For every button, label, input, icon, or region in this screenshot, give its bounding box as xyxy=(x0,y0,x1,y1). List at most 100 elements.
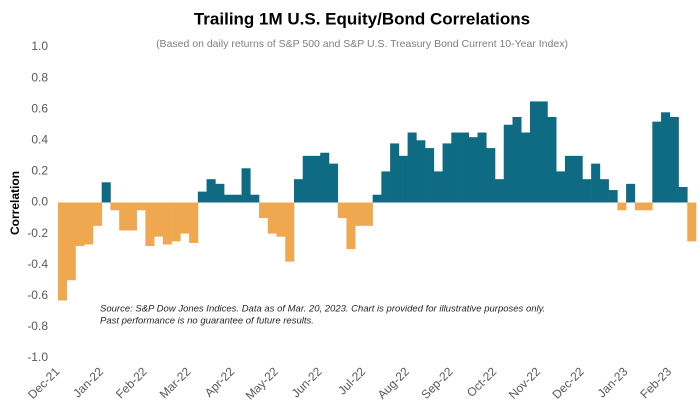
area-segment xyxy=(678,186,688,203)
y-tick-label: 1.0 xyxy=(31,39,48,53)
area-segment xyxy=(328,163,338,203)
area-segment xyxy=(197,191,207,203)
area-segment xyxy=(564,155,574,203)
area-segment xyxy=(381,171,391,203)
y-axis-label: Correlation xyxy=(8,171,22,235)
area-segment xyxy=(451,132,461,203)
area-segment xyxy=(127,202,137,231)
x-tick-label: Sep-22 xyxy=(418,364,455,401)
area-segment xyxy=(162,202,172,245)
area-segment xyxy=(250,194,260,203)
area-segment xyxy=(547,116,557,203)
area-segment xyxy=(652,121,662,203)
area-segment xyxy=(259,202,269,219)
x-tick-label: Jul-22 xyxy=(335,364,368,397)
area-segment xyxy=(119,202,129,231)
area-segment xyxy=(171,202,181,242)
x-tick-label: May-22 xyxy=(243,364,281,402)
area-segment xyxy=(154,202,164,237)
y-tick-label: -0.2 xyxy=(27,226,48,240)
area-segment xyxy=(626,183,636,203)
area-segment xyxy=(433,171,443,203)
area-segment xyxy=(468,137,478,203)
area-segment xyxy=(538,101,548,203)
area-segment xyxy=(285,202,295,262)
area-segment xyxy=(477,132,487,203)
x-tick-label: Dec-21 xyxy=(25,364,62,401)
area-segment xyxy=(75,202,85,247)
area-segment xyxy=(687,202,697,242)
y-tick-label: 0.6 xyxy=(31,101,48,115)
area-segment xyxy=(293,179,304,203)
x-tick-label: Apr-22 xyxy=(202,364,238,400)
area-segment xyxy=(224,194,234,203)
area-segment xyxy=(241,168,251,203)
area-segment xyxy=(311,155,321,203)
area-segment xyxy=(92,202,102,226)
area-segment xyxy=(346,202,356,250)
x-tick-label: Jan-22 xyxy=(70,364,106,400)
area-segment xyxy=(136,202,146,211)
area-segment xyxy=(512,116,522,203)
area-segment xyxy=(442,143,452,203)
area-segment xyxy=(416,140,426,203)
area-segment xyxy=(573,155,583,203)
area-segment xyxy=(320,152,330,203)
x-tick-label: Aug-22 xyxy=(375,364,412,401)
area-segment xyxy=(495,179,505,203)
area-segment xyxy=(189,202,199,243)
x-tick-label: Oct-22 xyxy=(464,364,500,400)
area-segment xyxy=(58,202,68,301)
area-segment xyxy=(101,182,111,203)
area-segment xyxy=(302,155,312,203)
area-segment xyxy=(110,202,120,211)
area-segment xyxy=(634,202,644,211)
area-segment xyxy=(355,202,365,226)
x-tick-label: Nov-22 xyxy=(506,364,543,401)
area-segment xyxy=(643,202,653,211)
x-tick-label: Jun-22 xyxy=(289,364,325,400)
area-segment xyxy=(669,116,679,203)
area-segment xyxy=(556,171,566,203)
area-segment xyxy=(425,148,435,203)
area-segment xyxy=(363,202,373,226)
area-segment xyxy=(267,202,277,234)
area-segment xyxy=(145,202,155,247)
area-segment xyxy=(591,163,601,203)
x-tick-label: Feb-22 xyxy=(113,364,150,401)
area-segment xyxy=(206,179,216,203)
source-note: Past performance is no guarantee of futu… xyxy=(100,316,314,327)
x-tick-label: Feb-23 xyxy=(637,364,674,401)
area-segment xyxy=(529,101,539,203)
area-segment xyxy=(372,194,382,203)
area-segment xyxy=(582,179,592,203)
area-segment xyxy=(180,202,190,234)
area-segment xyxy=(608,190,618,203)
area-segment xyxy=(661,112,671,203)
y-tick-label: 0.8 xyxy=(31,70,48,84)
y-tick-label: 0.0 xyxy=(31,195,48,209)
area-segment xyxy=(390,143,400,203)
area-segment xyxy=(84,202,94,245)
area-segment xyxy=(460,132,470,203)
y-tick-label: 0.2 xyxy=(31,164,48,178)
x-tick-label: Mar-22 xyxy=(157,364,194,401)
x-tick-label: Jan-23 xyxy=(595,364,631,400)
area-segment xyxy=(503,124,513,203)
chart-subtitle: (Based on daily returns of S&P 500 and S… xyxy=(156,38,568,50)
x-tick-label: Dec-22 xyxy=(550,364,587,401)
area-segment xyxy=(521,132,531,203)
area-segment xyxy=(398,155,408,203)
area-segment xyxy=(232,194,242,203)
area-segment xyxy=(215,183,225,203)
area-segment xyxy=(486,148,496,203)
source-note: Source: S&P Dow Jones Indices. Data as o… xyxy=(100,304,545,315)
area-segment xyxy=(66,202,76,281)
y-tick-label: -0.6 xyxy=(27,288,48,302)
area-segment xyxy=(599,179,609,203)
area-segment xyxy=(617,202,627,211)
area-segment xyxy=(407,132,417,203)
y-tick-label: -0.4 xyxy=(27,257,48,271)
y-tick-label: 0.4 xyxy=(31,132,48,146)
